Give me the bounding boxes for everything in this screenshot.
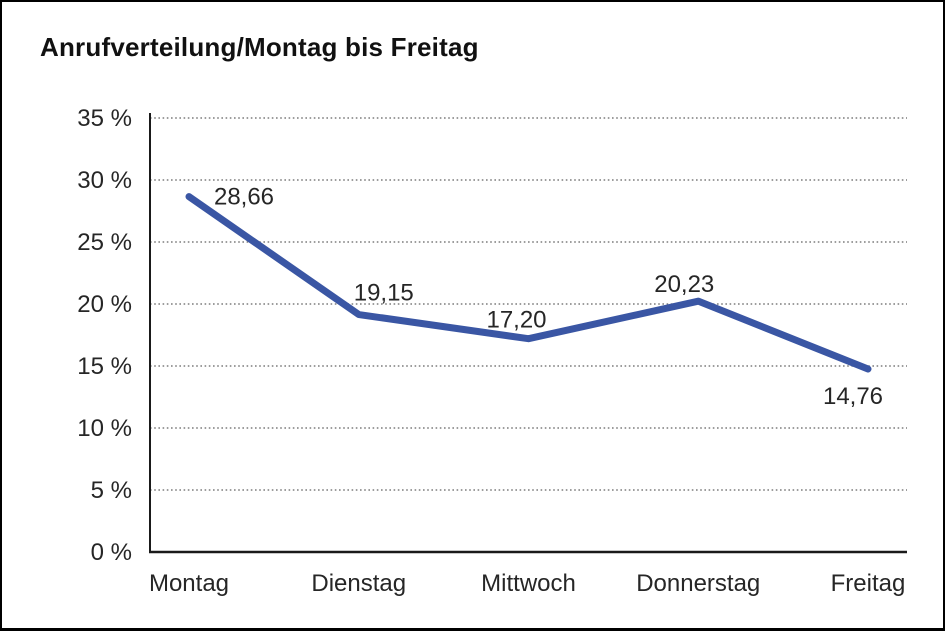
x-axis-category-label: Montag — [149, 570, 229, 597]
y-axis-tick-label: 20 % — [77, 291, 132, 318]
y-axis-tick-label: 30 % — [77, 167, 132, 194]
data-line — [185, 193, 872, 373]
x-axis-category-label: Dienstag — [311, 570, 406, 597]
data-point-label: 14,76 — [823, 383, 883, 410]
y-axis-tick-label: 0 % — [91, 539, 132, 566]
x-axis-category-label: Mittwoch — [481, 570, 576, 597]
data-point-label: 20,23 — [654, 271, 714, 298]
data-point-label: 17,20 — [486, 307, 546, 334]
data-point-label: 19,15 — [354, 280, 414, 307]
x-axis-category-label: Freitag — [831, 570, 906, 597]
data-point-label: 28,66 — [214, 184, 274, 211]
y-axis-tick-label: 35 % — [77, 105, 132, 132]
y-axis-tick-label: 15 % — [77, 353, 132, 380]
y-axis-tick-label: 5 % — [91, 477, 132, 504]
y-axis-tick-label: 25 % — [77, 229, 132, 256]
chart-title: Anrufverteilung/Montag bis Freitag — [40, 32, 479, 62]
y-axis-tick-label: 10 % — [77, 415, 132, 442]
x-axis-category-label: Donnerstag — [636, 570, 760, 597]
